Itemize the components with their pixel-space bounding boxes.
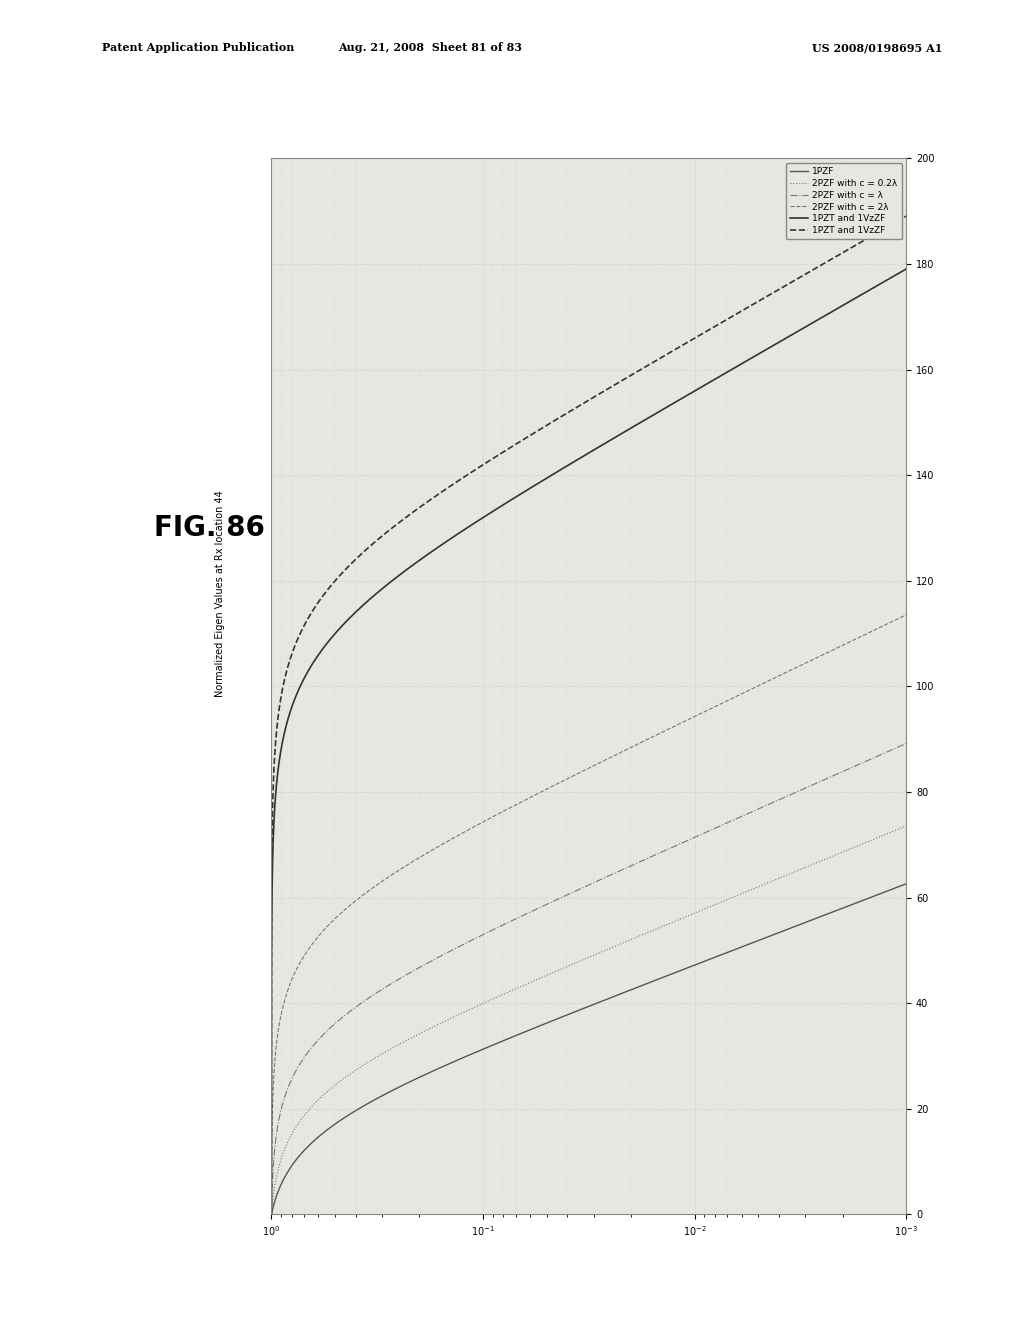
1PZT and 1VzZF (265, 1098, 278, 1114)
1PZT and 1VzZF (275, 742, 288, 758)
1PZT and 1VzZF (265, 1206, 278, 1222)
Text: Patent Application Publication: Patent Application Publication (102, 42, 295, 53)
1PZT and 1VzZF (688, 383, 700, 399)
Text: US 2008/0198695 A1: US 2008/0198695 A1 (812, 42, 942, 53)
Line: 1PZT and 1VzZF: 1PZT and 1VzZF (271, 158, 1007, 1214)
Line: 1PZF: 1PZF (271, 158, 1024, 1214)
2PZF with c = λ (275, 1098, 288, 1114)
1PZT and 1VzZF (265, 1098, 278, 1114)
Text: Normalized Eigen Values at Rx location 44: Normalized Eigen Values at Rx location 4… (215, 491, 225, 697)
1PZT and 1VzZF (267, 779, 280, 795)
2PZF with c = 0.2λ (305, 1098, 317, 1114)
2PZF with c = 2λ (266, 1098, 279, 1114)
Text: FIG. 86: FIG. 86 (154, 513, 264, 543)
2PZF with c = λ (265, 1206, 278, 1222)
1PZT and 1VzZF (265, 1206, 278, 1222)
1PZT and 1VzZF (1000, 150, 1013, 166)
1PZT and 1VzZF (522, 482, 535, 498)
2PZF with c = 2λ (265, 1206, 278, 1222)
2PZF with c = λ (887, 742, 899, 758)
2PZF with c = 2λ (544, 779, 556, 795)
2PZF with c = 0.2λ (994, 779, 1007, 795)
Line: 2PZF with c = 2λ: 2PZF with c = 2λ (271, 158, 1024, 1214)
2PZF with c = 2λ (621, 742, 633, 758)
Text: Aug. 21, 2008  Sheet 81 of 83: Aug. 21, 2008 Sheet 81 of 83 (338, 42, 522, 53)
2PZF with c = λ (801, 779, 813, 795)
Line: 2PZF with c = λ: 2PZF with c = λ (271, 158, 1024, 1214)
1PZF (265, 1206, 278, 1222)
1PZT and 1VzZF (721, 364, 733, 380)
1PZT and 1VzZF (270, 779, 283, 795)
Line: 2PZF with c = 0.2λ: 2PZF with c = 0.2λ (271, 158, 1024, 1214)
1PZT and 1VzZF (598, 383, 610, 399)
Legend: 1PZF, 2PZF with c = 0.2λ, 2PZF with c = λ, 2PZF with c = 2λ, 1PZT and 1VzZF, 1PZ: 1PZF, 2PZF with c = 0.2λ, 2PZF with c = … (785, 162, 902, 239)
1PZT and 1VzZF (439, 482, 452, 498)
1PZT and 1VzZF (631, 364, 643, 380)
1PZT and 1VzZF (269, 742, 282, 758)
1PZF (356, 1098, 369, 1114)
Line: 1PZT and 1VzZF: 1PZT and 1VzZF (271, 158, 1024, 1214)
2PZF with c = 0.2λ (265, 1206, 278, 1222)
